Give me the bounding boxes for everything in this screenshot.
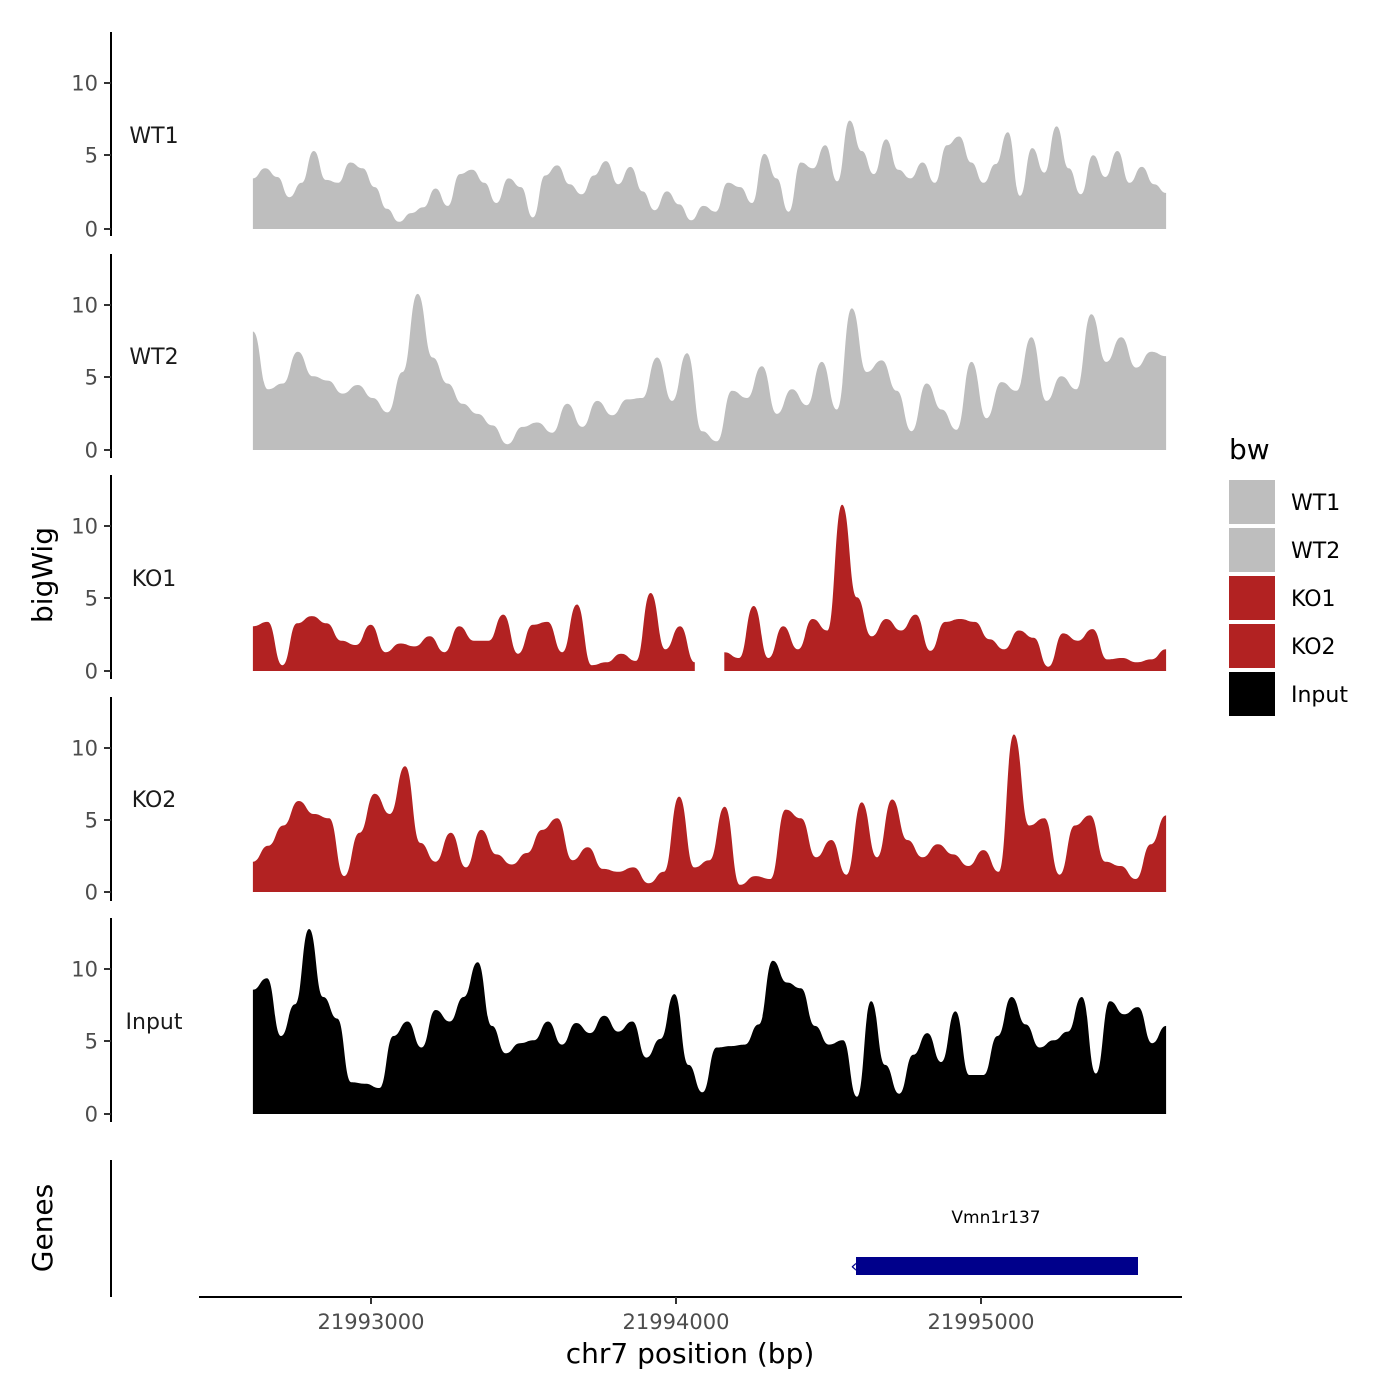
gene-label: Vmn1r137: [951, 1208, 1040, 1228]
track-label-ko1: KO1: [132, 567, 177, 592]
coverage-area-input: [252, 929, 1167, 1114]
coverage-area-ko2: [252, 734, 1167, 892]
legend-title: bw: [1229, 433, 1270, 466]
track-label-wt1: WT1: [129, 124, 178, 149]
y-tick-label: 10: [71, 72, 98, 96]
track-panel-input: 0 5 10 Input: [71, 918, 1167, 1127]
legend-label-wt1: WT1: [1291, 491, 1340, 516]
y-tick-label: 0: [85, 218, 98, 242]
y-tick-label: 0: [85, 439, 98, 463]
gene-strand-arrow-icon: ‹: [850, 1256, 857, 1277]
track-y-ticks: 0 5 10: [71, 294, 111, 463]
track-panel-ko2: 0 5 10 KO2: [71, 697, 1167, 905]
track-y-ticks: 0 5 10: [71, 958, 111, 1127]
y-axis-title: bigWig: [26, 527, 59, 623]
legend-swatch-wt1: [1229, 480, 1275, 524]
y-tick-label: 5: [85, 809, 98, 833]
coverage-area-ko1: [252, 504, 1167, 671]
legend: bw WT1 WT2 KO1 KO2 Input: [1229, 433, 1348, 716]
track-label-input: Input: [126, 1010, 183, 1035]
y-tick-label: 10: [71, 737, 98, 761]
coverage-area-wt2: [252, 293, 1167, 450]
track-y-ticks: 0 5 10: [71, 737, 111, 905]
track-label-ko2: KO2: [132, 788, 177, 813]
track-panel-ko1: 0 5 10 KO1: [71, 475, 1167, 684]
track-y-ticks: 0 5 10: [71, 515, 111, 684]
x-tick-label: 21995000: [928, 1310, 1035, 1334]
y-tick-label: 5: [85, 144, 98, 168]
x-axis-title: chr7 position (bp): [566, 1337, 815, 1370]
track-panel-wt2: 0 5 10 WT2: [71, 254, 1167, 463]
y-tick-label: 0: [85, 1103, 98, 1127]
legend-swatch-ko2: [1229, 624, 1275, 668]
track-panel-wt1: 0 5 10 WT1: [71, 32, 1167, 242]
track-y-ticks: 0 5 10: [71, 72, 111, 242]
legend-label-input: Input: [1291, 683, 1348, 708]
legend-swatch-ko1: [1229, 576, 1275, 620]
x-tick-label: 21994000: [623, 1310, 730, 1334]
y-tick-label: 0: [85, 660, 98, 684]
y-tick-label: 5: [85, 366, 98, 390]
gene-body: [856, 1257, 1138, 1275]
legend-swatch-input: [1229, 672, 1275, 716]
legend-swatch-wt2: [1229, 528, 1275, 572]
y-tick-label: 0: [85, 881, 98, 905]
x-tick-label: 21993000: [318, 1310, 425, 1334]
track-label-wt2: WT2: [129, 345, 178, 370]
coverage-area-wt1: [252, 120, 1167, 229]
legend-label-ko1: KO1: [1291, 587, 1336, 612]
y-tick-label: 5: [85, 587, 98, 611]
y-tick-label: 10: [71, 958, 98, 982]
x-axis: 21993000 21994000 21995000 chr7 position…: [199, 1296, 1182, 1370]
y-tick-label: 5: [85, 1030, 98, 1054]
legend-label-wt2: WT2: [1291, 539, 1340, 564]
legend-label-ko2: KO2: [1291, 635, 1336, 660]
genes-panel: Genes Vmn1r137 ‹: [26, 1160, 1138, 1297]
y-tick-label: 10: [71, 515, 98, 539]
genes-axis-title: Genes: [26, 1184, 59, 1272]
y-tick-label: 10: [71, 294, 98, 318]
